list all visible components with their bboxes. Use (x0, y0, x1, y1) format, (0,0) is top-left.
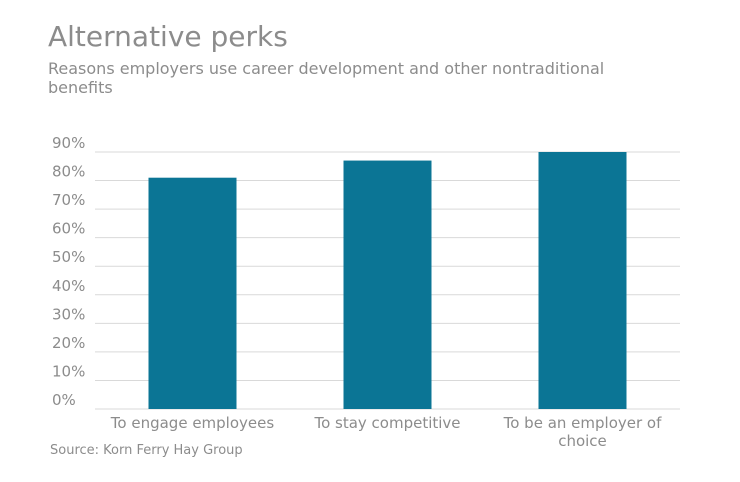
y-tick-label: 50% (52, 248, 85, 266)
x-axis-tick-labels: To engage employees To stay competitive To… (110, 414, 662, 450)
bar (343, 160, 432, 409)
y-tick-label: 20% (52, 334, 85, 352)
y-tick-label: 70% (52, 191, 85, 209)
y-tick-label: 60% (52, 220, 85, 238)
y-tick-label: 80% (52, 163, 85, 181)
y-tick-label: 90% (52, 134, 85, 152)
y-tick-label: 0% (52, 391, 76, 409)
x-tick-label: To stay competitive (313, 414, 460, 432)
bar (538, 152, 627, 409)
bar (148, 177, 237, 409)
chart-title: Alternative perks (48, 20, 288, 53)
y-axis-tick-labels: 0% 10% 20% 30% 40% 50% 60% 70% 80% 90% (52, 134, 85, 409)
x-tick-label: To be an employer of choice (503, 414, 662, 450)
source-note: Source: Korn Ferry Hay Group (50, 443, 243, 458)
y-tick-label: 40% (52, 277, 85, 295)
y-tick-label: 10% (52, 362, 85, 380)
bars (148, 152, 627, 409)
x-tick-label: To engage employees (110, 414, 275, 432)
chart-subtitle: Reasons employers use career development… (48, 59, 605, 97)
y-tick-label: 30% (52, 305, 85, 323)
